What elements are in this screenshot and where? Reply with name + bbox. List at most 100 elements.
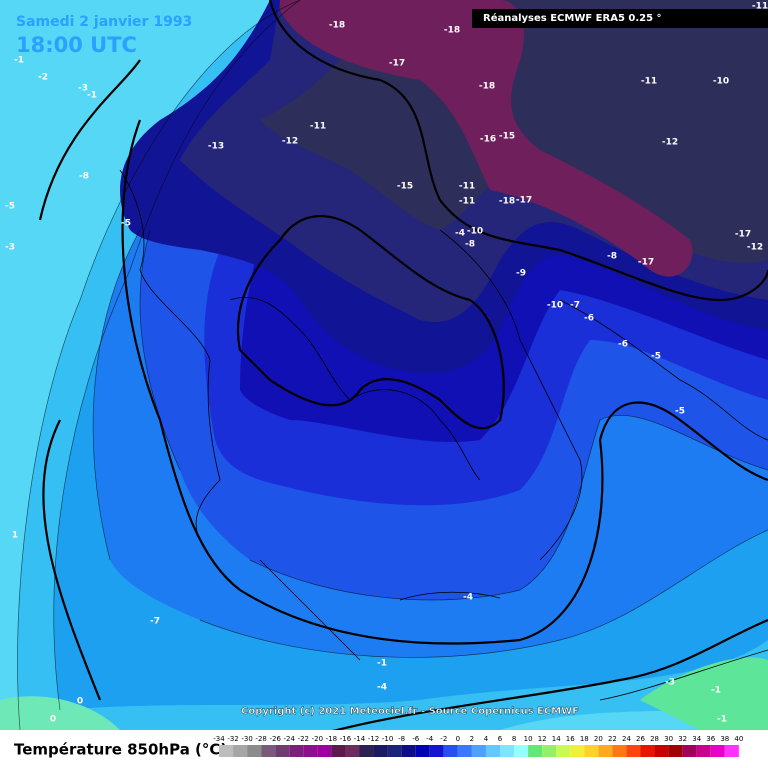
colorbar-tick-label: 20 xyxy=(594,735,603,743)
colorbar-swatch xyxy=(373,745,388,757)
map-date: Samedi 2 janvier 1993 xyxy=(16,14,192,30)
field-11 xyxy=(640,657,768,730)
contour-label: -1 xyxy=(377,659,387,669)
colorbar-tick-label: -8 xyxy=(398,735,405,743)
contour-label: -2 xyxy=(38,73,48,83)
contour-label: -11 xyxy=(641,77,657,87)
colorbar-tick-label: 4 xyxy=(484,735,489,743)
isotherm xyxy=(17,0,301,731)
colorbar-tick-label: -6 xyxy=(412,735,420,743)
contour-label: -6 xyxy=(584,314,594,324)
colorbar-tick-label: 12 xyxy=(538,735,547,743)
colorbar-tick-label: 10 xyxy=(524,735,533,743)
contour-label: -1 xyxy=(711,686,721,696)
contour-label: -5 xyxy=(651,352,661,362)
colorbar-tick-label: 0 xyxy=(456,735,460,743)
colorbar-swatch xyxy=(443,745,458,757)
isotherm-bold xyxy=(237,214,505,430)
contour-label: -11 xyxy=(752,2,768,12)
contour-label: -11 xyxy=(459,182,475,192)
contour-label: -8 xyxy=(79,172,89,182)
colorbar-swatch xyxy=(514,745,529,757)
contour-label: -4 xyxy=(455,229,465,239)
coastline xyxy=(119,169,768,561)
contour-label: -15 xyxy=(499,132,515,142)
colorbar-tick-label: -4 xyxy=(426,735,434,743)
contour-label: -18 xyxy=(499,197,515,207)
contour-label: -13 xyxy=(208,142,224,152)
colorbar-swatch xyxy=(668,745,683,757)
colorbar-tick-label: -14 xyxy=(354,735,366,743)
contour-label: -7 xyxy=(570,301,580,311)
colorbar-swatch xyxy=(247,745,262,757)
colorbar-swatch xyxy=(331,745,346,757)
colorbar-swatch xyxy=(485,745,500,757)
contour-label: -12 xyxy=(747,243,763,253)
colorbar-swatch xyxy=(682,745,697,757)
colorbar-tick-label: -32 xyxy=(227,735,238,743)
contour-label: 0 xyxy=(50,715,56,725)
colorbar-tick-label: 24 xyxy=(622,735,631,743)
colorbar-tick-label: 14 xyxy=(552,735,561,743)
contour-label: -4 xyxy=(377,683,387,693)
contour-label: -8 xyxy=(607,252,617,262)
colorbar-tick-label: -30 xyxy=(241,735,252,743)
colorbar-tick-label: 18 xyxy=(580,735,589,743)
contour-label: -4 xyxy=(463,593,473,603)
colorbar-swatch xyxy=(359,745,374,757)
contour-labels: -11-18 -18-17-18 -11 -10-11-12-13-16 -15-12-… xyxy=(5,2,768,725)
colorbar-swatch xyxy=(724,745,739,757)
colorbar-swatch xyxy=(500,745,515,757)
colorbar: -34 -32 -30 -28 -26 -24 -22 -20 -18 -16 -14 -12 -10-… xyxy=(213,735,743,757)
colorbar-swatch xyxy=(598,745,613,757)
colorbar-swatch xyxy=(401,745,416,757)
colorbar-swatch xyxy=(289,745,304,757)
contour-label: -17 xyxy=(638,258,654,268)
colorbar-tick-label: 6 xyxy=(498,735,503,743)
colorbar-tick-label: -28 xyxy=(255,735,266,743)
colorbar-tick-label: -20 xyxy=(312,735,323,743)
colorbar-tick-label: -34 xyxy=(213,735,225,743)
colorbar-swatch xyxy=(570,745,585,757)
contour-label: -15 xyxy=(397,182,413,192)
colorbar-swatch xyxy=(612,745,627,757)
contour-label: -3 xyxy=(665,678,675,688)
source-box xyxy=(472,9,768,28)
isotherm-bold xyxy=(268,0,768,302)
colorbar-swatch xyxy=(261,745,276,757)
colorbar-tick-label: -24 xyxy=(284,735,296,743)
contour-label: -11 xyxy=(459,197,475,207)
colorbar-tick-label: -12 xyxy=(368,735,379,743)
isotherm xyxy=(53,0,301,711)
colorbar-swatch xyxy=(275,745,290,757)
colorbar-swatch xyxy=(542,745,557,757)
field-12 xyxy=(0,696,120,730)
contour-label: -12 xyxy=(662,138,678,148)
legend-title: Température 850hPa (°C) xyxy=(14,741,227,759)
colorbar-swatch xyxy=(584,745,599,757)
colorbar-tick-label: -26 xyxy=(269,735,281,743)
colorbar-swatch xyxy=(640,745,655,757)
colorbar-tick-label: 30 xyxy=(664,735,673,743)
colorbar-swatch xyxy=(429,745,444,757)
isotherm xyxy=(139,229,768,601)
contour-label: -8 xyxy=(465,240,475,250)
copyright: Copyright (c) 2021 Meteociel.fr - Source… xyxy=(241,706,579,717)
coastline xyxy=(259,559,768,701)
map-time: 18:00 UTC xyxy=(16,33,137,57)
contour-label: -9 xyxy=(516,269,526,279)
colorbar-swatch xyxy=(696,745,711,757)
isotherm-bold xyxy=(42,419,768,742)
source-text: Réanalyses ECMWF ERA5 0.25 ° xyxy=(483,12,662,24)
contour-label: -5 xyxy=(675,407,685,417)
colorbar-tick-label: -10 xyxy=(382,735,393,743)
colorbar-swatch xyxy=(387,745,402,757)
isotherm-bold xyxy=(38,59,768,645)
contour-label: -6 xyxy=(618,340,628,350)
colorbar-tick-label: 2 xyxy=(470,735,474,743)
contour-label: -10 xyxy=(467,227,483,237)
colorbar-tick-label: -22 xyxy=(298,735,309,743)
contour-label: -18 xyxy=(479,82,495,92)
contour-label: -17 xyxy=(389,59,405,69)
